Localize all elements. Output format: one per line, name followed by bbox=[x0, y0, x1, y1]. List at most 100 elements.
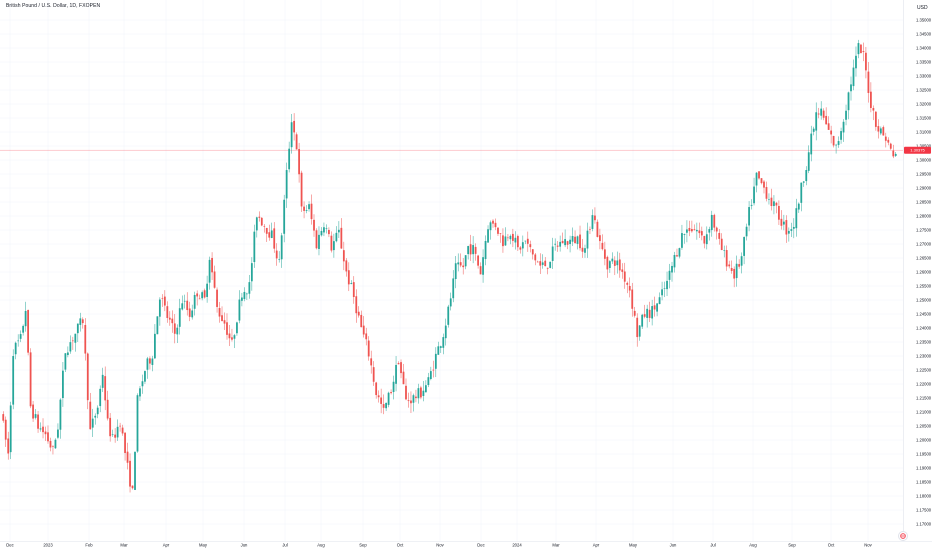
candle-body bbox=[626, 282, 629, 285]
candle-body bbox=[347, 270, 350, 285]
candle-body bbox=[337, 229, 340, 233]
candle bbox=[807, 145, 810, 174]
candle-body bbox=[39, 428, 42, 430]
candle bbox=[238, 290, 241, 324]
candle-body bbox=[845, 110, 847, 120]
globe-button[interactable] bbox=[898, 531, 908, 541]
candle bbox=[193, 291, 196, 316]
candle-body bbox=[765, 187, 768, 199]
candle bbox=[129, 453, 131, 493]
candle-body bbox=[770, 197, 773, 207]
candle-body bbox=[870, 91, 872, 108]
candle bbox=[474, 243, 477, 261]
candle-body bbox=[678, 248, 681, 257]
candle bbox=[459, 253, 462, 268]
candle-body bbox=[285, 170, 288, 199]
candle-body bbox=[158, 299, 161, 317]
candle-body bbox=[149, 358, 151, 364]
candle bbox=[42, 418, 44, 439]
candles bbox=[2, 39, 897, 493]
candle-body bbox=[723, 250, 726, 251]
candle bbox=[758, 171, 760, 180]
candle bbox=[770, 188, 773, 211]
price-axis[interactable]: 1.35000 1.34500 1.34000 1.33500 1.33000 1.325… bbox=[903, 0, 932, 550]
candle bbox=[469, 234, 472, 261]
x-tick-label: Mar bbox=[120, 543, 128, 548]
candle-body bbox=[370, 358, 373, 366]
candle bbox=[454, 255, 457, 289]
candle-body bbox=[186, 300, 189, 311]
candle-body bbox=[17, 340, 20, 342]
candle bbox=[17, 334, 20, 347]
candle bbox=[698, 222, 701, 238]
candle bbox=[32, 400, 34, 422]
candle-body bbox=[206, 283, 208, 297]
candle bbox=[790, 222, 793, 237]
y-tick-label: 1.28000 bbox=[916, 214, 932, 219]
candle bbox=[22, 324, 25, 336]
y-tick-label: 1.20500 bbox=[916, 424, 932, 429]
x-tick-label: May bbox=[629, 543, 638, 548]
candle-body bbox=[226, 322, 228, 335]
y-tick-label: 1.35000 bbox=[916, 18, 932, 23]
candle-body bbox=[295, 134, 298, 150]
candle-body bbox=[49, 440, 52, 448]
candle bbox=[203, 288, 206, 299]
candle bbox=[745, 223, 748, 241]
candle bbox=[887, 137, 890, 146]
candle-body bbox=[310, 203, 313, 220]
candle-body bbox=[693, 229, 696, 231]
candle bbox=[305, 205, 308, 214]
candle-body bbox=[59, 399, 62, 430]
candle bbox=[124, 432, 126, 461]
candle bbox=[241, 292, 243, 307]
candle-body bbox=[464, 255, 467, 267]
candle-body bbox=[603, 249, 606, 259]
candle-body bbox=[201, 292, 204, 299]
candle-body bbox=[827, 123, 830, 130]
candle-body bbox=[616, 260, 619, 266]
candle bbox=[544, 257, 547, 267]
candle-body bbox=[773, 201, 775, 207]
candle-body bbox=[835, 144, 837, 146]
candle bbox=[708, 226, 711, 241]
candle bbox=[484, 235, 487, 266]
candle bbox=[641, 313, 644, 329]
candle bbox=[651, 299, 654, 326]
candle-body bbox=[260, 217, 263, 226]
candle bbox=[870, 82, 872, 113]
candle bbox=[792, 218, 795, 239]
candle-body bbox=[606, 256, 609, 270]
candle bbox=[57, 423, 59, 440]
candle bbox=[347, 262, 350, 292]
candle-body bbox=[728, 264, 731, 267]
candle-body bbox=[355, 296, 358, 314]
candle bbox=[126, 442, 129, 470]
candle bbox=[340, 218, 343, 249]
candle bbox=[591, 209, 594, 232]
candle-body bbox=[397, 363, 400, 365]
candle bbox=[161, 294, 164, 307]
candle-body bbox=[437, 346, 440, 355]
candle-body bbox=[494, 222, 497, 228]
candle bbox=[546, 267, 549, 275]
candle bbox=[765, 181, 768, 202]
candle bbox=[681, 224, 683, 250]
candle bbox=[760, 178, 763, 185]
candle bbox=[99, 385, 102, 413]
currency-label[interactable]: USD bbox=[917, 5, 928, 11]
candle-body bbox=[579, 234, 581, 249]
candle bbox=[345, 258, 348, 277]
candle-body bbox=[263, 226, 266, 227]
candle bbox=[380, 388, 383, 414]
candle bbox=[121, 424, 124, 436]
candle bbox=[676, 248, 678, 258]
candle-body bbox=[760, 178, 763, 184]
candle bbox=[889, 142, 892, 150]
candle bbox=[19, 330, 22, 343]
candle-body bbox=[424, 385, 427, 393]
time-axis[interactable]: Dec 2023 Feb Mar Apr May Jun Jul Aug Sep Oct Nov Dec… bbox=[0, 541, 932, 548]
candle-body bbox=[599, 235, 601, 242]
